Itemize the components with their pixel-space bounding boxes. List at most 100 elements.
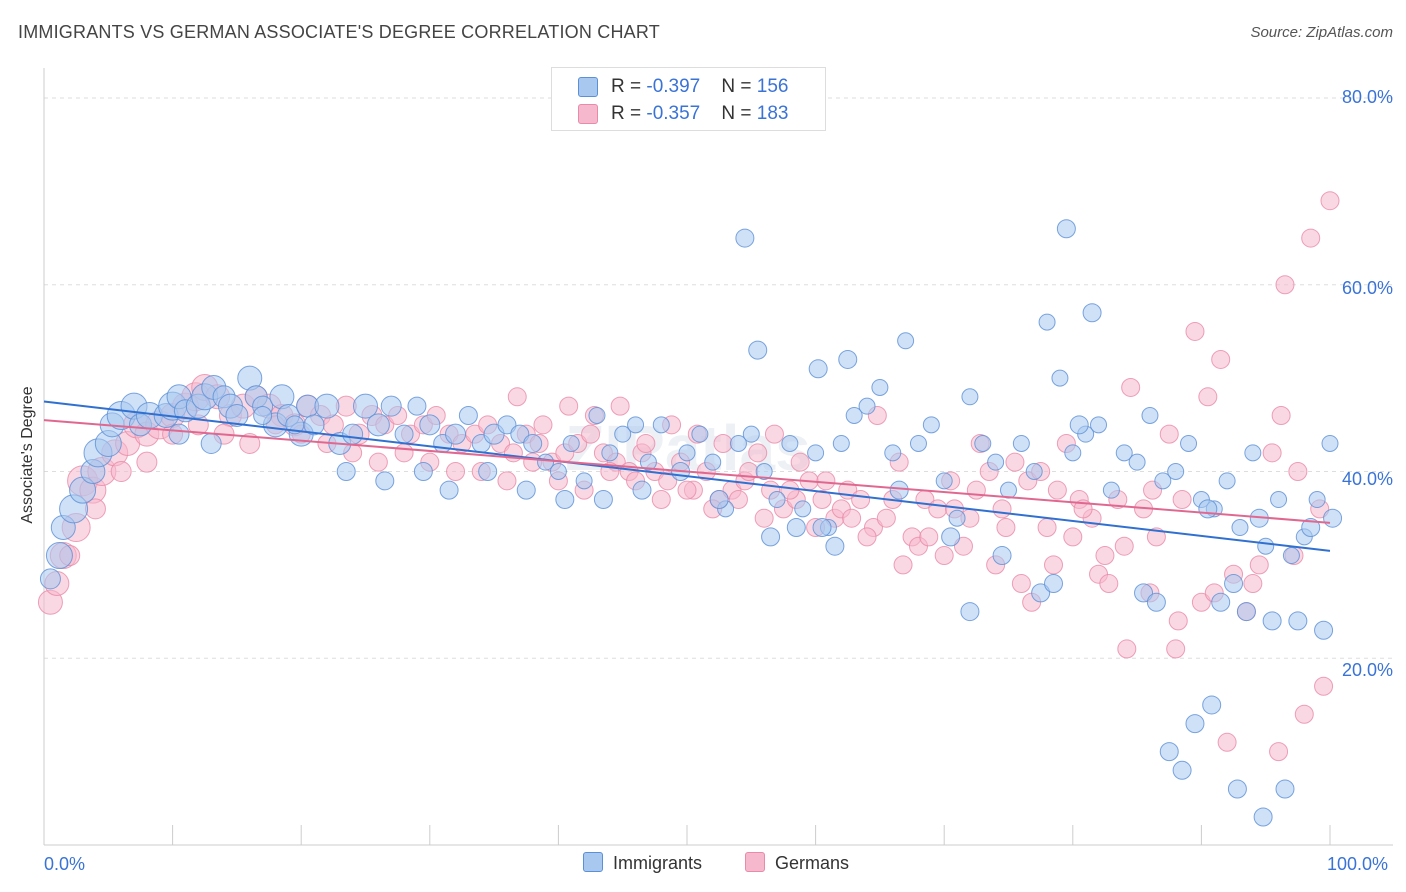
y-tick-label: 60.0% — [1341, 278, 1393, 298]
germans-point — [658, 471, 678, 491]
immigrants-point — [353, 393, 378, 419]
immigrants-point — [394, 424, 414, 444]
immigrants-point — [614, 425, 632, 443]
germans-point — [1211, 349, 1231, 369]
legend-item-immigrants[interactable]: Immigrants — [583, 852, 702, 874]
immigrants-point — [1282, 547, 1300, 565]
immigrants-point — [1185, 714, 1205, 734]
immigrants-point — [992, 546, 1012, 566]
germans-point — [1185, 321, 1205, 341]
germans-point — [1037, 518, 1057, 538]
germans-point — [893, 555, 913, 575]
immigrants-point — [1211, 592, 1231, 612]
immigrants-point — [1198, 499, 1218, 519]
immigrants-point — [1231, 519, 1249, 537]
n-value-immigrants: 156 — [756, 76, 789, 97]
immigrants-point — [1167, 463, 1185, 480]
immigrants-trend-line — [43, 400, 1331, 552]
immigrants-point — [961, 388, 979, 406]
germans-point — [136, 451, 158, 473]
immigrants-point — [935, 472, 953, 490]
germans-point — [1121, 377, 1141, 397]
immigrants-point — [1227, 779, 1247, 799]
immigrants-point — [1314, 620, 1334, 640]
axes — [43, 68, 1393, 846]
immigrants-point — [794, 500, 812, 518]
immigrants-swatch — [583, 852, 603, 872]
germans-point — [239, 432, 261, 454]
immigrants-point — [1025, 463, 1043, 480]
immigrants-point — [652, 416, 670, 434]
germans-point — [790, 452, 810, 472]
immigrants-point — [1262, 611, 1282, 631]
immigrants-point — [1154, 472, 1172, 490]
immigrants-point — [1224, 574, 1244, 594]
immigrants-point — [588, 406, 606, 424]
germans-point — [934, 546, 954, 566]
germans-point — [1011, 574, 1031, 594]
immigrants-point — [1012, 434, 1030, 452]
germans-point — [1275, 275, 1295, 295]
immigrants-point — [1082, 303, 1102, 323]
germans-point — [996, 518, 1016, 538]
germans-point — [1314, 676, 1334, 696]
immigrants-point — [960, 602, 980, 622]
immigrants-point — [909, 434, 927, 452]
x-tick-label-right: 100.0% — [1327, 854, 1389, 874]
immigrants-point — [497, 415, 517, 435]
immigrants-point — [1146, 592, 1166, 612]
germans-point — [1044, 555, 1064, 575]
immigrants-point — [1044, 574, 1064, 594]
immigrants-point — [1038, 313, 1056, 331]
germans-point — [1159, 424, 1179, 444]
immigrants-swatch — [578, 77, 598, 97]
germans-point — [1198, 387, 1218, 407]
immigrants-point — [375, 471, 395, 491]
immigrants-point — [419, 414, 441, 436]
immigrants-point — [601, 444, 619, 462]
immigrants-point — [168, 423, 190, 445]
immigrants-point — [1288, 611, 1308, 631]
immigrants-point — [735, 228, 755, 248]
germans-point — [780, 480, 800, 500]
germans-point — [713, 433, 733, 453]
immigrants-point — [1301, 518, 1321, 538]
immigrants-point — [562, 434, 580, 452]
germans-point — [748, 443, 768, 463]
immigrants-point — [1202, 695, 1222, 715]
x-tick-label-left: 0.0% — [44, 854, 86, 874]
immigrants-point — [742, 425, 760, 443]
n-label: N = — [721, 76, 757, 97]
immigrants-point — [549, 463, 567, 480]
germans-point — [1047, 480, 1067, 500]
germans-point — [1005, 452, 1025, 472]
germans-point — [1095, 546, 1115, 566]
n-value-germans: 183 — [756, 103, 789, 124]
germans-point — [1271, 405, 1291, 425]
y-tick-label: 20.0% — [1341, 660, 1393, 680]
immigrants-point — [510, 424, 530, 444]
germans-point — [610, 396, 630, 416]
legend-label-germans: Germans — [775, 853, 850, 873]
immigrants-point — [922, 416, 940, 434]
immigrants-point — [1102, 481, 1120, 499]
germans-point — [1099, 574, 1119, 594]
germans-point — [559, 396, 579, 416]
immigrants-point — [761, 527, 781, 547]
germans-point — [651, 490, 671, 510]
immigrants-point — [1253, 807, 1273, 827]
germans-point — [1114, 536, 1134, 556]
immigrants-point — [768, 491, 786, 509]
immigrants-point — [39, 568, 61, 590]
legend-item-germans[interactable]: Germans — [745, 852, 849, 874]
germans-point — [953, 536, 973, 556]
immigrants-point — [314, 393, 340, 419]
germans-point — [754, 508, 774, 528]
r-label: R = — [611, 103, 647, 124]
immigrants-point — [445, 423, 467, 445]
immigrants-point — [1323, 508, 1343, 528]
immigrants-point — [478, 462, 498, 481]
germans-point — [446, 462, 466, 481]
immigrants-point — [987, 453, 1005, 471]
